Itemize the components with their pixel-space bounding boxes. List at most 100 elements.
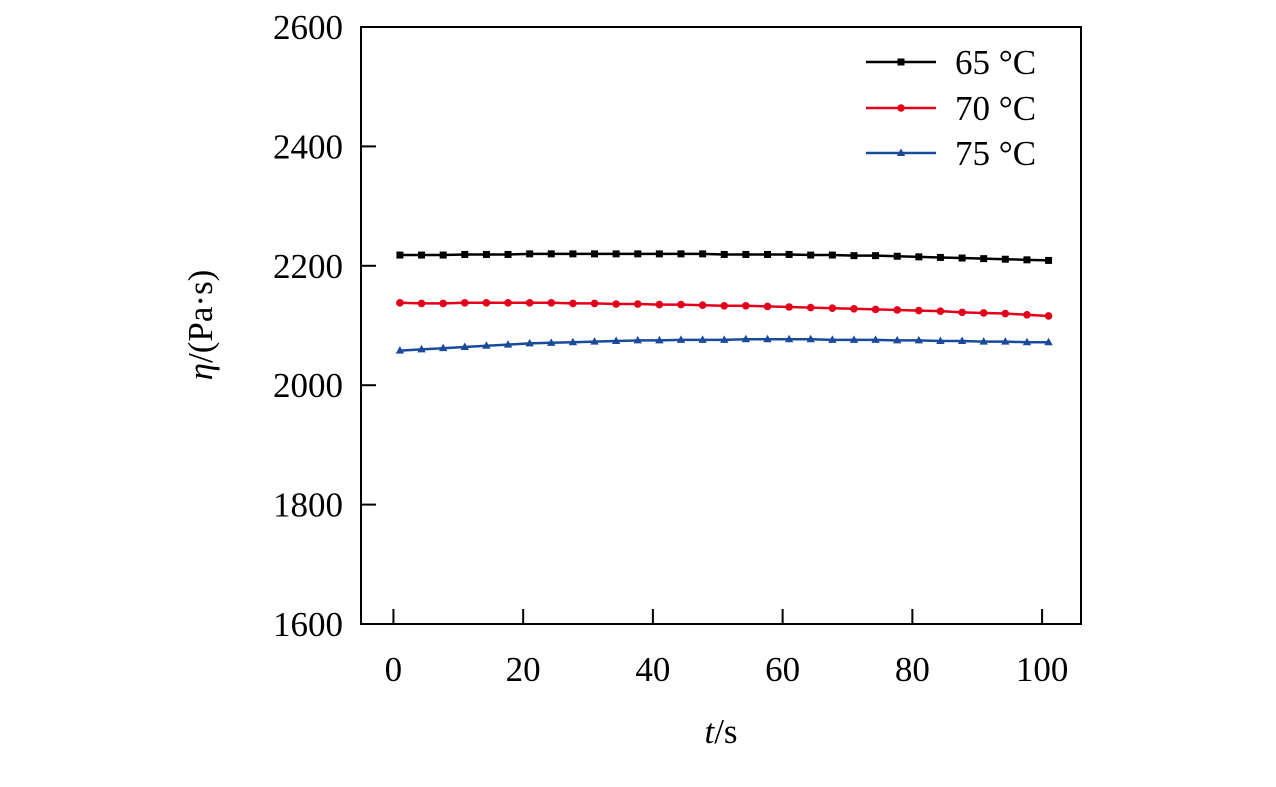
data-point xyxy=(612,300,620,308)
data-point xyxy=(417,299,426,308)
data-point xyxy=(785,250,793,258)
data-point xyxy=(807,251,815,259)
data-point xyxy=(655,300,664,309)
series-1 xyxy=(396,299,1053,320)
data-point xyxy=(677,300,685,309)
data-point xyxy=(850,252,858,260)
legend-marker xyxy=(897,104,905,112)
data-point xyxy=(677,250,685,258)
data-point xyxy=(741,334,751,343)
data-point xyxy=(504,250,512,258)
data-point xyxy=(525,338,534,347)
data-point xyxy=(850,304,858,313)
data-point xyxy=(720,335,729,343)
series-2 xyxy=(395,334,1053,354)
data-point xyxy=(461,250,469,258)
data-point xyxy=(828,335,837,343)
data-point xyxy=(417,344,426,353)
data-point xyxy=(439,299,447,308)
data-point xyxy=(482,299,491,307)
x-tick-label: 80 xyxy=(895,650,930,689)
data-point xyxy=(633,300,642,308)
y-tick-label: 2000 xyxy=(273,366,343,405)
data-point xyxy=(893,306,902,314)
data-point xyxy=(611,336,621,345)
data-point xyxy=(547,250,555,258)
data-point xyxy=(936,336,945,345)
data-point xyxy=(503,340,513,348)
data-point xyxy=(979,337,988,345)
data-point xyxy=(1001,255,1009,263)
y-tick-label: 1800 xyxy=(273,486,343,525)
data-point xyxy=(764,250,772,258)
data-point xyxy=(979,309,988,317)
data-point xyxy=(1023,256,1031,264)
data-point xyxy=(698,335,707,343)
data-point xyxy=(396,299,404,307)
x-tick-label: 60 xyxy=(765,650,800,689)
data-point xyxy=(742,250,750,258)
y-axis-label: η/(Pa·s) xyxy=(181,270,220,381)
data-point xyxy=(676,335,686,343)
data-point xyxy=(1044,312,1053,320)
data-point xyxy=(418,251,426,259)
data-point xyxy=(699,250,707,258)
data-point xyxy=(698,301,707,310)
data-point xyxy=(958,254,966,262)
data-point xyxy=(720,301,729,310)
data-point xyxy=(871,305,880,314)
y-tick-label: 2600 xyxy=(273,8,343,47)
data-point xyxy=(395,346,405,354)
data-point xyxy=(806,303,815,312)
data-point xyxy=(872,252,880,260)
data-point xyxy=(568,337,578,346)
data-point xyxy=(633,335,642,344)
data-point xyxy=(655,335,664,344)
x-axis-label: t/s xyxy=(704,712,737,751)
data-point xyxy=(720,250,728,258)
data-point xyxy=(526,250,534,258)
data-point xyxy=(742,301,750,310)
data-point xyxy=(504,299,512,307)
data-point xyxy=(547,299,556,307)
data-point xyxy=(438,343,448,352)
data-point xyxy=(957,336,967,345)
data-point xyxy=(763,302,772,311)
y-tick-label: 2400 xyxy=(273,127,343,166)
data-point xyxy=(763,334,772,343)
data-point xyxy=(958,308,966,317)
data-point xyxy=(785,303,793,311)
data-point xyxy=(655,250,663,258)
data-point xyxy=(591,250,599,258)
data-point xyxy=(1023,310,1031,319)
plot-frame xyxy=(360,26,1082,625)
x-tick-label: 20 xyxy=(506,650,541,689)
data-point xyxy=(547,338,556,346)
series-group xyxy=(395,250,1053,354)
data-point xyxy=(893,335,902,344)
data-point xyxy=(980,255,988,263)
y-tick-label: 2200 xyxy=(273,247,343,286)
data-point xyxy=(828,251,836,259)
legend-label: 70 °C xyxy=(955,89,1036,128)
legend-label: 65 °C xyxy=(955,43,1036,82)
x-tick-label: 100 xyxy=(1016,650,1069,689)
data-point xyxy=(396,251,404,259)
data-point xyxy=(936,307,945,315)
data-point xyxy=(915,306,923,315)
data-point xyxy=(612,250,620,258)
x-tick-label: 0 xyxy=(385,650,403,689)
data-point xyxy=(1001,337,1010,345)
data-point xyxy=(893,252,901,260)
data-point xyxy=(482,341,491,349)
data-point xyxy=(784,334,794,343)
data-point xyxy=(439,251,447,259)
series-0 xyxy=(396,250,1053,264)
legend-label: 75 °C xyxy=(955,134,1036,173)
data-point xyxy=(460,299,469,307)
data-point xyxy=(1022,337,1032,346)
axis-ticks: 0 20 40 60 80 100 1600 1800 2000 2200 2400 2600 xyxy=(273,8,1068,689)
data-point xyxy=(569,250,577,258)
data-point xyxy=(1001,309,1010,318)
